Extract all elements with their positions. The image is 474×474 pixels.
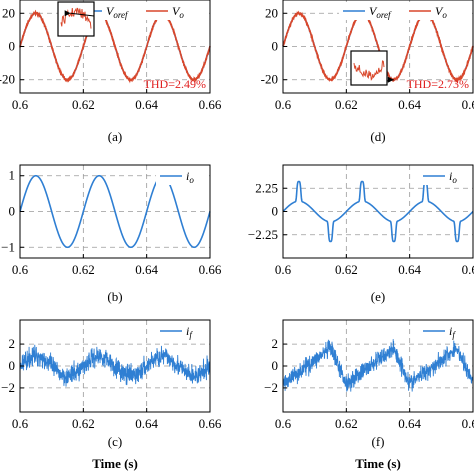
x-tick-label: 0.64 [398, 97, 421, 112]
series-line-i_f [19, 344, 211, 387]
series-line-i_o [282, 180, 474, 243]
y-tick-label: 1 [9, 168, 16, 183]
series-line-V_o [19, 9, 211, 84]
chart-c: 0.6 0.62 0.64 0.66 2 0 −2 if (c) Time (s) [1, 319, 222, 471]
y-tick-label: 20 [265, 5, 278, 20]
y-tick-label: 0 [272, 39, 279, 54]
chart-f: 0.6 0.62 0.64 0.66 2 0 −2 if (f) Time (s) [264, 319, 474, 471]
x-tick-label: 0.6 [275, 97, 292, 112]
y-tick-label: 2 [9, 336, 16, 351]
legend-label-sub: o [452, 175, 457, 185]
x-tick-label: 0.66 [462, 97, 474, 112]
x-tick-label: 0.66 [462, 416, 474, 431]
x-tick-label: 0.66 [199, 97, 222, 112]
x-tick-label: 0.64 [135, 416, 158, 431]
x-tick-label: 0.62 [335, 97, 358, 112]
x-tick-label: 0.66 [199, 416, 222, 431]
legend-label: io [449, 169, 457, 185]
legend-label: if [186, 324, 193, 340]
legend-label: io [186, 169, 194, 185]
legend-box [339, 2, 471, 20]
y-tick-label: 0 [272, 358, 279, 373]
x-tick-label: 0.66 [199, 262, 222, 277]
x-tick-label: 0.66 [462, 262, 474, 277]
x-tick-label: 0.6 [12, 97, 29, 112]
y-tick-label: 0 [9, 358, 16, 373]
x-tick-label: 0.62 [72, 416, 95, 431]
thd-annotation: THD=2.73% [407, 77, 469, 91]
y-tick-label: -20 [0, 72, 15, 87]
x-tick-label: 0.6 [12, 262, 29, 277]
x-tick-label: 0.6 [12, 416, 29, 431]
legend-box [76, 2, 208, 20]
legend-label-sub: o [442, 10, 447, 20]
series-line-i_o [19, 174, 211, 249]
subplot-caption: (a) [108, 129, 122, 144]
x-tick-label: 0.62 [72, 97, 95, 112]
zoom-arrow [70, 12, 95, 17]
y-tick-label: −2 [1, 380, 15, 395]
y-tick-label: −2.25 [248, 227, 278, 242]
legend-label-sub: oref [376, 10, 392, 20]
chart-e: 0.6 0.62 0.64 0.66 2.25 0 −2.25 io (e) [248, 164, 474, 304]
chart-b: 0.6 0.62 0.64 0.66 1 0 −1 io (b) [1, 164, 222, 304]
x-axis-label: Time (s) [355, 456, 401, 471]
x-tick-label: 0.64 [135, 262, 158, 277]
y-tick-label: 2 [272, 336, 279, 351]
x-tick-label: 0.6 [275, 262, 292, 277]
legend-label-sub: f [189, 330, 193, 340]
x-tick-label: 0.6 [275, 416, 292, 431]
y-tick-label: -20 [261, 72, 278, 87]
series-line-V_o [282, 9, 474, 84]
y-tick-label: 0 [9, 39, 16, 54]
y-tick-label: 20 [2, 5, 15, 20]
x-axis-label: Time (s) [92, 456, 138, 471]
x-tick-label: 0.62 [335, 262, 358, 277]
subplot-caption: (d) [370, 129, 385, 144]
y-tick-label: −1 [1, 239, 15, 254]
subplot-caption: (b) [107, 289, 122, 304]
legend-label: if [449, 324, 456, 340]
zoom-arrowhead [64, 10, 71, 17]
x-tick-label: 0.64 [135, 97, 158, 112]
legend-label-sub: o [179, 10, 184, 20]
x-tick-label: 0.64 [398, 416, 421, 431]
zoom-inset-trace [353, 60, 385, 81]
y-tick-label: 0 [272, 204, 279, 219]
legend-label-sub: f [452, 330, 456, 340]
zoom-arrowhead [387, 76, 394, 83]
y-tick-label: 2.25 [255, 180, 278, 195]
x-tick-label: 0.62 [335, 416, 358, 431]
x-tick-label: 0.64 [398, 262, 421, 277]
x-tick-label: 0.62 [72, 262, 95, 277]
y-tick-label: 0 [9, 204, 16, 219]
y-tick-label: −2 [264, 380, 278, 395]
subplot-caption: (c) [108, 434, 122, 449]
thd-annotation: THD=2.49% [144, 77, 206, 91]
subplot-caption: (e) [371, 289, 385, 304]
zoom-inset [350, 50, 388, 86]
subplot-caption: (f) [372, 434, 385, 449]
series-line-i_f [282, 339, 474, 392]
legend-label-sub: o [189, 175, 194, 185]
legend-label-sub: oref [113, 10, 129, 20]
